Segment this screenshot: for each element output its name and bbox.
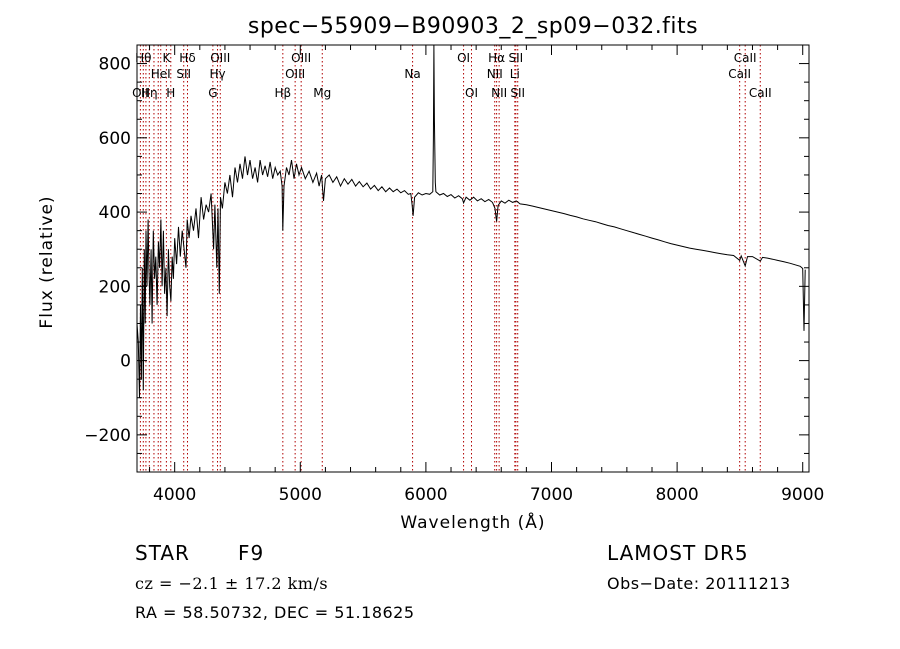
line-label-29: CaII: [749, 86, 772, 100]
line-label-13: OIII: [210, 51, 230, 65]
line-label-14: Hβ: [274, 86, 291, 100]
survey-name: LAMOST DR5: [607, 541, 749, 565]
observation-date: Obs−Date: 20111213: [607, 574, 791, 593]
line-label-23: NII: [491, 86, 507, 100]
x-tick-label-3: 7000: [530, 485, 573, 505]
line-label-3: Hη: [141, 86, 158, 100]
line-label-17: Mg: [313, 86, 331, 100]
line-label-26: SII: [510, 86, 525, 100]
object-class: STAR: [135, 541, 190, 565]
line-label-6: HeI: [151, 67, 171, 81]
line-label-21: NII: [487, 67, 503, 81]
x-axis-ticks: 4000 5000 6000 7000 8000 9000: [149, 45, 824, 505]
line-label-1: Hθ: [135, 51, 151, 65]
chart-title: spec−55909−B90903_2_sp09−032.fits: [248, 14, 698, 39]
redshift-cz: cz = −2.1 ± 17.2 km/s: [135, 574, 329, 593]
x-tick-label-1: 5000: [279, 485, 322, 505]
object-subclass: F9: [238, 541, 265, 565]
line-label-11: G: [208, 86, 217, 100]
coordinates: RA = 58.50732, DEC = 51.18625: [135, 603, 415, 622]
line-label-7: K: [162, 51, 171, 65]
line-label-12: Hγ: [209, 67, 225, 81]
y-tick-label-4: 600: [99, 129, 131, 149]
line-label-28: CaII: [734, 51, 757, 65]
y-tick-label-3: 400: [99, 203, 131, 223]
line-label-10: Hδ: [179, 51, 195, 65]
x-tick-label-0: 4000: [153, 485, 196, 505]
spectrum-line: [136, 44, 806, 398]
line-label-25: SII: [508, 51, 523, 65]
y-tick-label-5: 800: [99, 55, 131, 75]
line-label-27: CaII: [728, 67, 751, 81]
x-tick-label-5: 9000: [781, 485, 824, 505]
y-tick-label-1: 0: [120, 352, 131, 372]
y-tick-label-2: 200: [99, 277, 131, 297]
y-axis-label: Flux (relative): [37, 195, 57, 328]
line-label-0: OII: [132, 86, 149, 100]
x-tick-label-4: 8000: [655, 485, 698, 505]
x-axis-label: Wavelength (Å): [400, 511, 545, 533]
line-label-9: SII: [176, 67, 191, 81]
line-label-19: OI: [457, 51, 470, 65]
line-label-8: H: [166, 86, 175, 100]
line-label-20: OI: [465, 86, 478, 100]
line-label-15: OIII: [285, 67, 305, 81]
emission-line-markers: [139, 45, 761, 472]
line-label-22: Hα: [488, 51, 505, 65]
plot-frame: [136, 44, 810, 473]
y-axis-ticks: −200 0 200 400 600 800: [84, 44, 809, 454]
x-tick-label-2: 6000: [404, 485, 447, 505]
line-label-16: OIII: [291, 51, 311, 65]
line-label-24: Li: [510, 67, 520, 81]
y-tick-label-0: −200: [84, 426, 131, 446]
line-label-18: Na: [404, 67, 420, 81]
emission-line-labels: OIIHθHηHeIKHSIIHδGHγOIIIHβOIIIOIIIMgNaOI…: [132, 51, 772, 100]
